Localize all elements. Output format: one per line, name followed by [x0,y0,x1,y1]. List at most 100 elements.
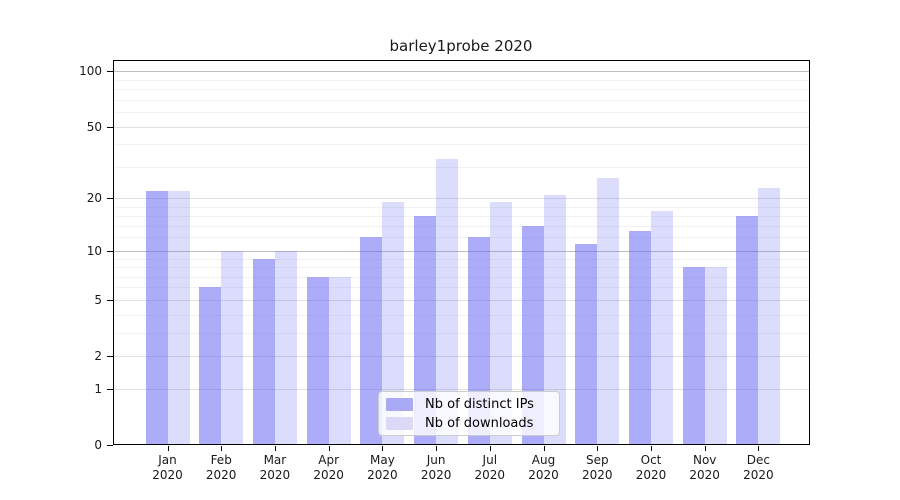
x-tick-mark [597,446,599,451]
x-tick-mark [651,446,652,451]
y-gridline [114,258,809,260]
y-tick-mark [107,299,113,301]
y-gridline [114,250,809,252]
y-gridline [114,112,809,113]
y-gridline [114,276,809,278]
y-tick-label: 1 [94,381,102,396]
x-tick-label-month: Nov [692,453,717,467]
legend-label-downloads: Nb of downloads [425,415,534,431]
y-gridline [114,99,809,101]
y-tick-mark [107,71,113,73]
bar-distinct-ips [199,287,222,445]
x-tick-mark [758,446,760,451]
x-tick-label-month: Apr [318,453,340,467]
bar-downloads [221,250,244,445]
x-tick-label: Apr 2020 [297,453,361,483]
x-tick-label-year: 2020 [689,468,720,482]
y-tick-mark [107,356,113,357]
bar-downloads [436,159,459,445]
x-tick-mark [704,446,706,451]
bar-distinct-ips [306,276,329,445]
x-tick-label-year: 2020 [313,468,344,482]
bar-downloads [328,276,351,445]
y-gridline [114,356,809,357]
y-tick-label: 10 [86,243,102,258]
bar-downloads [758,187,781,445]
y-gridline [114,237,809,239]
bar-distinct-ips [736,215,759,445]
bar-distinct-ips [414,215,437,445]
y-tick-mark [107,388,113,390]
x-tick-label-month: Dec [746,453,770,467]
y-gridline [114,206,809,208]
bar-downloads [704,267,727,445]
legend-label-distinct-ips: Nb of distinct IPs [425,396,534,412]
x-tick-label: Nov 2020 [673,453,737,483]
y-tick-label: 100 [79,64,102,79]
legend: Nb of distinct IPs Nb of downloads [378,391,560,436]
bar-downloads [597,178,620,445]
y-gridline [114,166,809,168]
legend-item-downloads: Nb of downloads [386,414,551,432]
y-gridline [114,144,809,146]
x-tick-label: Aug 2020 [512,453,576,483]
x-tick-label-month: Mar [263,453,287,467]
x-tick-label-year: 2020 [635,468,667,482]
y-gridline [114,126,809,128]
x-tick-label: Oct 2020 [619,453,683,483]
x-tick-label-month: Sep [585,453,609,467]
x-tick-label-year: 2020 [205,468,237,482]
x-tick-mark [274,446,276,451]
x-tick-label-year: 2020 [743,468,774,482]
x-tick-label: Sep 2020 [565,453,629,483]
y-gridline [114,299,809,301]
x-tick-label: Jul 2020 [458,453,522,483]
bar-distinct-ips [629,231,651,445]
y-gridline [114,388,809,390]
bar-downloads [489,202,512,445]
bar-downloads [382,202,405,445]
x-tick-label-year: 2020 [474,468,506,482]
x-tick-label-year: 2020 [528,468,559,482]
y-gridline [114,215,809,217]
y-gridline [114,89,809,91]
y-gridline [114,71,809,73]
chart-title: barley1probe 2020 [389,37,533,55]
y-gridline [114,198,809,200]
bar-downloads [274,250,297,445]
bar-downloads [167,191,190,445]
bar-distinct-ips [521,225,544,445]
x-tick-mark [543,446,545,451]
x-tick-mark [382,446,384,451]
y-tick-label: 5 [94,292,102,307]
x-tick-mark [328,446,330,451]
x-tick-label-year: 2020 [152,468,183,482]
x-tick-label: Jan 2020 [136,453,200,483]
x-tick-mark [167,446,169,451]
bar-distinct-ips [575,243,598,445]
bar-distinct-ips [252,258,275,445]
x-tick-label-month: Jun [426,453,446,467]
x-tick-mark [436,446,438,451]
y-gridline [114,267,809,268]
x-tick-label-month: Jul [482,453,498,467]
x-tick-label-month: Oct [640,453,662,467]
bar-distinct-ips [682,267,705,445]
x-tick-label-year: 2020 [582,468,613,482]
bar-distinct-ips [360,237,383,445]
y-gridline [114,225,809,227]
x-tick-label-month: May [369,453,395,467]
y-tick-mark [107,126,113,128]
legend-swatch-downloads [386,416,413,430]
x-tick-label-year: 2020 [420,468,452,482]
x-tick-mark [221,446,223,451]
y-gridline [114,79,809,81]
y-tick-mark [107,198,113,200]
x-tick-label: Feb 2020 [189,453,253,483]
legend-item-distinct-ips: Nb of distinct IPs [386,395,551,413]
x-tick-label: Dec 2020 [726,453,790,483]
x-tick-label: May 2020 [350,453,414,483]
y-gridline [114,332,809,334]
x-tick-label-year: 2020 [259,468,291,482]
